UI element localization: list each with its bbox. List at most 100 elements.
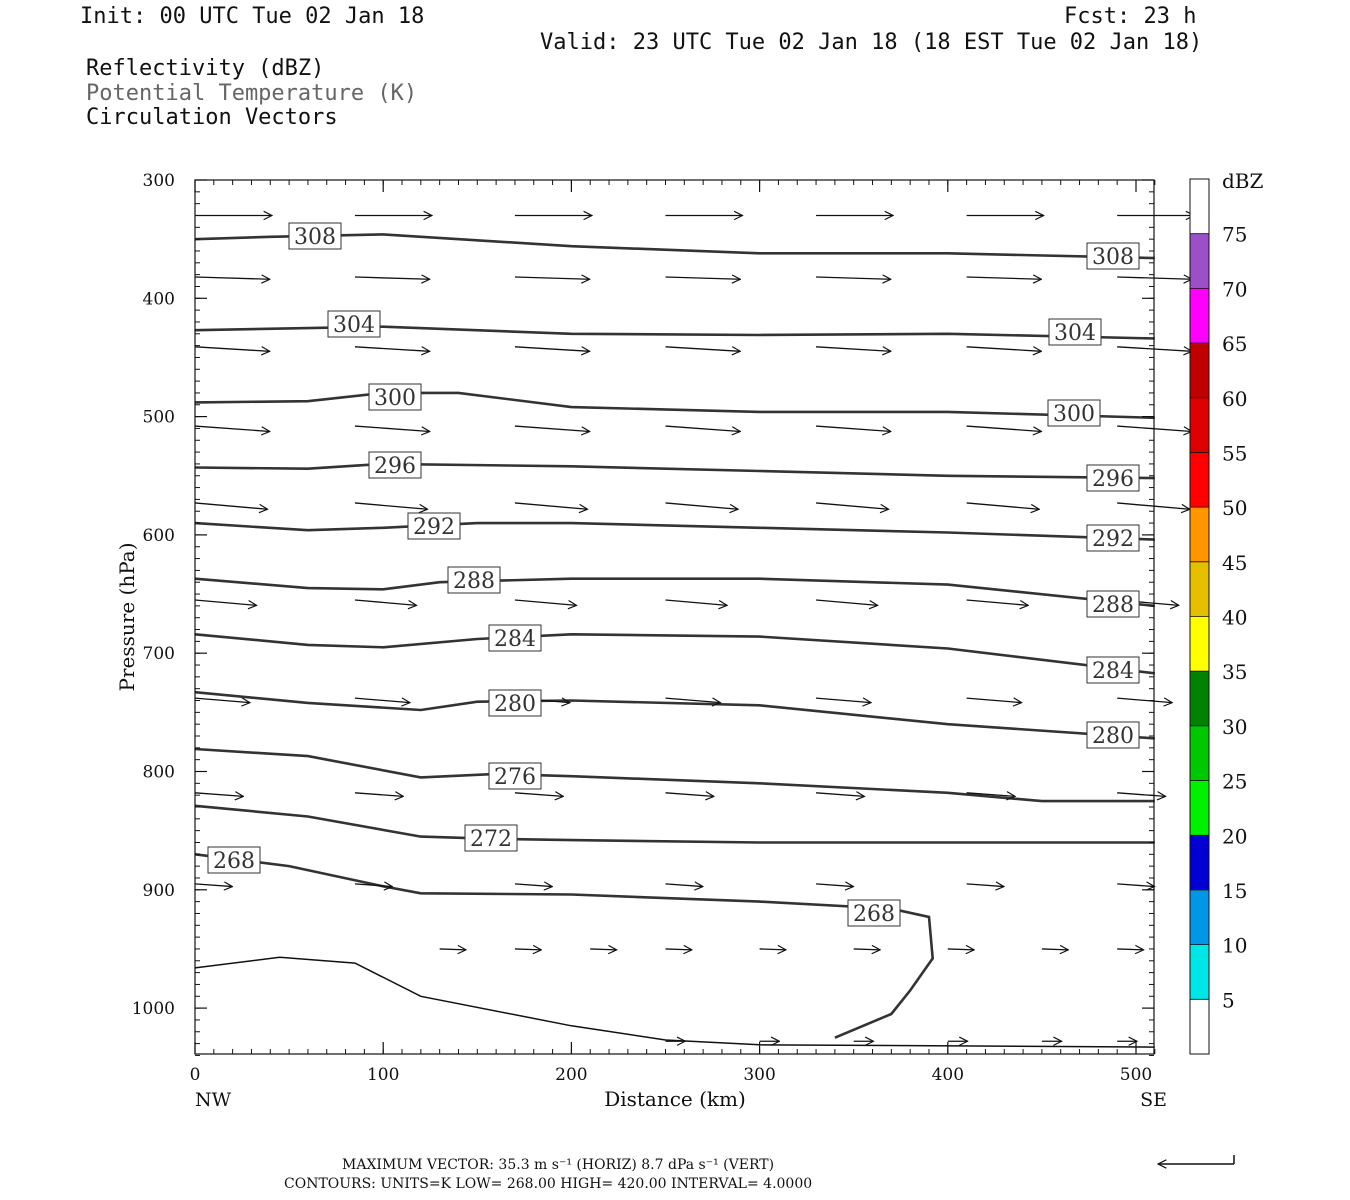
circulation-vector-7-2 xyxy=(514,793,563,797)
x-tick-label: 400 xyxy=(932,1065,964,1085)
valid-time: Valid: 23 UTC Tue 02 Jan 18 (18 EST Tue … xyxy=(540,30,1203,55)
contour-label-268-1: 268 xyxy=(207,846,261,874)
contour-label-304-2: 304 xyxy=(1048,318,1102,346)
x-tick-label: 300 xyxy=(743,1065,775,1085)
circulation-vector-8-5 xyxy=(966,884,1004,887)
colorbar-label: 65 xyxy=(1222,332,1247,356)
contour-label-304-1: 304 xyxy=(327,310,381,338)
theta-contour-284 xyxy=(194,632,1155,675)
theta-contour-292 xyxy=(194,521,1155,541)
circulation-vector-2-1 xyxy=(354,347,430,352)
svg-text:308: 308 xyxy=(294,225,336,250)
circulation-vector-7-6 xyxy=(1117,793,1165,797)
circulation-vector-4-0 xyxy=(194,502,268,509)
x-tick-label: 500 xyxy=(1120,1065,1152,1085)
colorbar-label: 15 xyxy=(1222,879,1247,903)
theta-contour-268 xyxy=(194,853,935,1039)
circulation-vector-5-3 xyxy=(665,599,728,605)
circulation-vector-4-2 xyxy=(514,502,588,509)
footer-contours: CONTOURS: UNITS=K LOW= 268.00 HIGH= 420.… xyxy=(284,1176,813,1192)
contour-label-280-2: 280 xyxy=(1086,721,1140,749)
contour-label-272-1: 272 xyxy=(464,824,518,852)
circulation-vector-7-1 xyxy=(354,793,403,797)
field-reflectivity: Reflectivity (dBZ) xyxy=(86,56,325,81)
x-axis-label: Distance (km) xyxy=(604,1087,746,1111)
circulation-vector-7-4 xyxy=(816,793,864,797)
svg-text:280: 280 xyxy=(1092,724,1134,749)
colorbar-segment xyxy=(1190,452,1209,508)
contour-label-296-2: 296 xyxy=(1086,464,1140,492)
colorbar-label: 75 xyxy=(1222,223,1247,247)
svg-text:268: 268 xyxy=(853,902,895,927)
svg-text:284: 284 xyxy=(494,627,536,652)
circulation-vector-5-2 xyxy=(514,599,577,605)
circulation-vector-1-4 xyxy=(816,277,891,279)
circulation-vector-6-6 xyxy=(1117,698,1172,703)
colorbar-segment xyxy=(1190,944,1209,1000)
svg-text:296: 296 xyxy=(374,454,416,479)
circulation-vector-9-7 xyxy=(1041,949,1068,950)
contour-label-300-1: 300 xyxy=(368,383,422,411)
circulation-vector-2-0 xyxy=(194,347,270,352)
circulation-vector-6-5 xyxy=(966,698,1022,703)
circulation-vector-4-4 xyxy=(816,502,889,509)
colorbar-segment xyxy=(1190,835,1209,890)
x-tick-label: 200 xyxy=(555,1065,587,1085)
circulation-vector-9-5 xyxy=(853,949,880,950)
svg-text:268: 268 xyxy=(213,849,255,874)
x-tick-label: 0 xyxy=(190,1065,201,1085)
field-potential-temperature: Potential Temperature (K) xyxy=(86,81,418,106)
contour-label-300-2: 300 xyxy=(1047,399,1101,427)
colorbar-label: 70 xyxy=(1222,277,1247,301)
theta-contour-300 xyxy=(194,391,1155,420)
svg-text:276: 276 xyxy=(494,765,536,790)
circulation-vector-2-5 xyxy=(966,347,1042,352)
circulation-vector-6-3 xyxy=(665,698,721,703)
colorbar-title: dBZ xyxy=(1222,169,1264,193)
circulation-vector-1-3 xyxy=(665,277,741,279)
circulation-vector-4-1 xyxy=(354,502,428,509)
circulation-vector-8-6 xyxy=(1117,884,1154,887)
colorbar-segment xyxy=(1190,179,1209,234)
colorbar-segment xyxy=(1190,288,1209,344)
footer-max-vector: MAXIMUM VECTOR: 35.3 m s⁻¹ (HORIZ) 8.7 d… xyxy=(342,1157,775,1173)
circulation-vector-9-0 xyxy=(439,949,466,950)
colorbar-segment xyxy=(1190,397,1209,453)
contour-label-308-1: 308 xyxy=(288,222,342,250)
svg-text:288: 288 xyxy=(453,569,495,594)
svg-text:280: 280 xyxy=(494,692,536,717)
circulation-vector-1-5 xyxy=(966,277,1042,279)
contour-label-288-1: 288 xyxy=(447,566,501,594)
circulation-vector-3-5 xyxy=(966,425,1042,431)
theta-contour-272 xyxy=(194,804,1155,844)
svg-text:288: 288 xyxy=(1092,593,1134,618)
colorbar-segment xyxy=(1190,999,1209,1054)
circulation-vector-3-4 xyxy=(816,425,891,431)
x-tick-label: 100 xyxy=(367,1065,399,1085)
circulation-vector-9-8 xyxy=(1117,949,1143,950)
svg-text:272: 272 xyxy=(470,827,512,852)
svg-text:308: 308 xyxy=(1092,245,1134,270)
y-tick-label: 600 xyxy=(143,526,175,546)
circulation-vector-6-1 xyxy=(354,698,410,703)
y-tick-label: 800 xyxy=(143,763,175,783)
colorbar-label: 35 xyxy=(1222,660,1247,684)
surface-line xyxy=(194,956,1155,1048)
colorbar-segment xyxy=(1190,616,1209,672)
contour-label-288-2: 288 xyxy=(1086,590,1140,618)
y-tick-label: 400 xyxy=(143,289,175,309)
circulation-vector-5-5 xyxy=(966,599,1029,605)
circulation-vector-9-1 xyxy=(514,949,541,950)
colorbar-label: 25 xyxy=(1222,770,1247,794)
circulation-vector-3-1 xyxy=(354,425,430,431)
circulation-vector-8-3 xyxy=(665,884,703,887)
circulation-vector-3-3 xyxy=(665,425,741,431)
y-tick-label: 500 xyxy=(143,408,175,428)
colorbar-segment xyxy=(1190,780,1209,836)
circulation-vector-4-3 xyxy=(665,502,739,509)
circulation-vector-2-2 xyxy=(514,347,590,352)
contour-label-284-1: 284 xyxy=(488,624,542,652)
circulation-vector-5-0 xyxy=(194,599,257,605)
contour-label-296-1: 296 xyxy=(368,451,422,479)
